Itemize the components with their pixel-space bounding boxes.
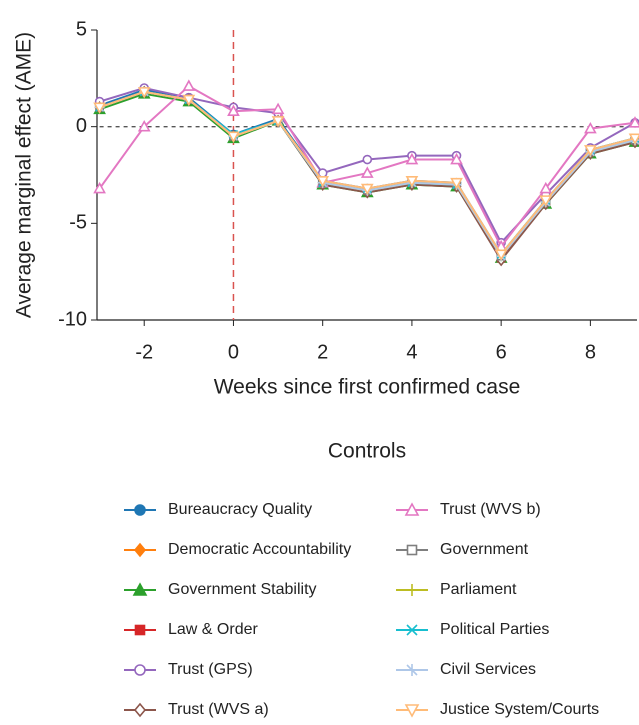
marker bbox=[539, 181, 553, 194]
legend-marker bbox=[134, 664, 146, 676]
legend-label: Law & Order bbox=[168, 621, 258, 638]
legend-label: Bureaucracy Quality bbox=[168, 501, 312, 518]
marker bbox=[137, 87, 151, 99]
legend-title: Controls bbox=[328, 440, 406, 463]
y-tick-label: -5 bbox=[69, 212, 87, 234]
series-line bbox=[98, 84, 636, 249]
marker bbox=[227, 104, 240, 116]
marker bbox=[584, 121, 597, 134]
marker bbox=[539, 195, 553, 207]
legend-marker bbox=[132, 582, 148, 596]
marker bbox=[93, 181, 106, 194]
x-tick-label: 8 bbox=[585, 341, 596, 363]
x-tick-label: 2 bbox=[317, 341, 328, 363]
marker bbox=[316, 176, 330, 188]
legend-marker bbox=[404, 502, 420, 516]
marker bbox=[227, 131, 240, 143]
legend-label: Civil Services bbox=[440, 661, 536, 678]
legend-marker bbox=[404, 704, 420, 718]
marker bbox=[405, 152, 419, 165]
x-tick-label: 0 bbox=[228, 341, 239, 363]
legend-label: Trust (GPS) bbox=[168, 661, 253, 678]
x-tick-label: -2 bbox=[135, 341, 153, 363]
legend-label: Justice System/Courts bbox=[440, 701, 599, 718]
marker bbox=[494, 249, 508, 261]
x-axis-title: Weeks since first confirmed case bbox=[214, 376, 521, 399]
y-tick-label: 5 bbox=[76, 18, 87, 40]
marker bbox=[628, 133, 639, 145]
marker bbox=[182, 94, 196, 107]
marker bbox=[360, 166, 374, 178]
marker bbox=[93, 102, 106, 114]
y-tick-label: 0 bbox=[76, 115, 87, 137]
legend-label: Government Stability bbox=[168, 581, 317, 598]
marker bbox=[450, 177, 463, 190]
marker bbox=[584, 145, 597, 157]
legend-marker bbox=[133, 542, 147, 558]
marker bbox=[271, 116, 285, 128]
legend-label: Parliament bbox=[440, 581, 517, 598]
marker bbox=[628, 116, 639, 128]
legend-marker bbox=[406, 624, 418, 636]
marker bbox=[362, 154, 373, 165]
legend-label: Trust (WVS b) bbox=[440, 501, 541, 518]
marker bbox=[271, 102, 285, 115]
legend-label: Government bbox=[440, 541, 529, 558]
legend-marker bbox=[134, 624, 146, 636]
legend-marker bbox=[133, 702, 147, 718]
series-line bbox=[99, 86, 636, 245]
legend-label: Trust (WVS a) bbox=[168, 701, 269, 718]
y-tick-label: -10 bbox=[58, 308, 87, 330]
legend-label: Democratic Accountability bbox=[168, 541, 351, 558]
marker bbox=[182, 79, 196, 91]
marker bbox=[137, 120, 151, 132]
legend-label: Political Parties bbox=[440, 621, 549, 638]
legend-marker bbox=[406, 584, 418, 596]
legend-marker bbox=[406, 664, 418, 676]
marker bbox=[360, 183, 374, 196]
x-tick-label: 4 bbox=[406, 341, 417, 363]
y-axis-title: Average marginal effect (AME) bbox=[13, 32, 36, 318]
marker bbox=[450, 152, 463, 165]
legend-marker bbox=[406, 544, 418, 556]
marker bbox=[405, 176, 419, 188]
x-tick-label: 6 bbox=[496, 341, 507, 363]
legend-marker bbox=[134, 504, 146, 516]
